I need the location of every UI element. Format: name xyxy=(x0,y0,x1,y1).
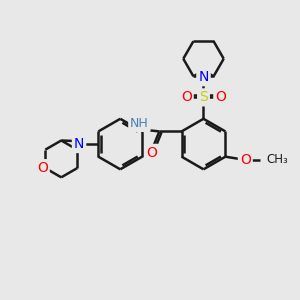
Text: O: O xyxy=(215,90,226,104)
Text: O: O xyxy=(146,146,157,160)
Text: N: N xyxy=(74,137,84,151)
Text: O: O xyxy=(181,90,192,104)
Text: NH: NH xyxy=(130,117,149,130)
Text: N: N xyxy=(198,70,209,84)
Text: O: O xyxy=(37,161,48,175)
Text: CH₃: CH₃ xyxy=(267,153,288,166)
Text: S: S xyxy=(199,90,208,104)
Text: O: O xyxy=(240,153,251,167)
